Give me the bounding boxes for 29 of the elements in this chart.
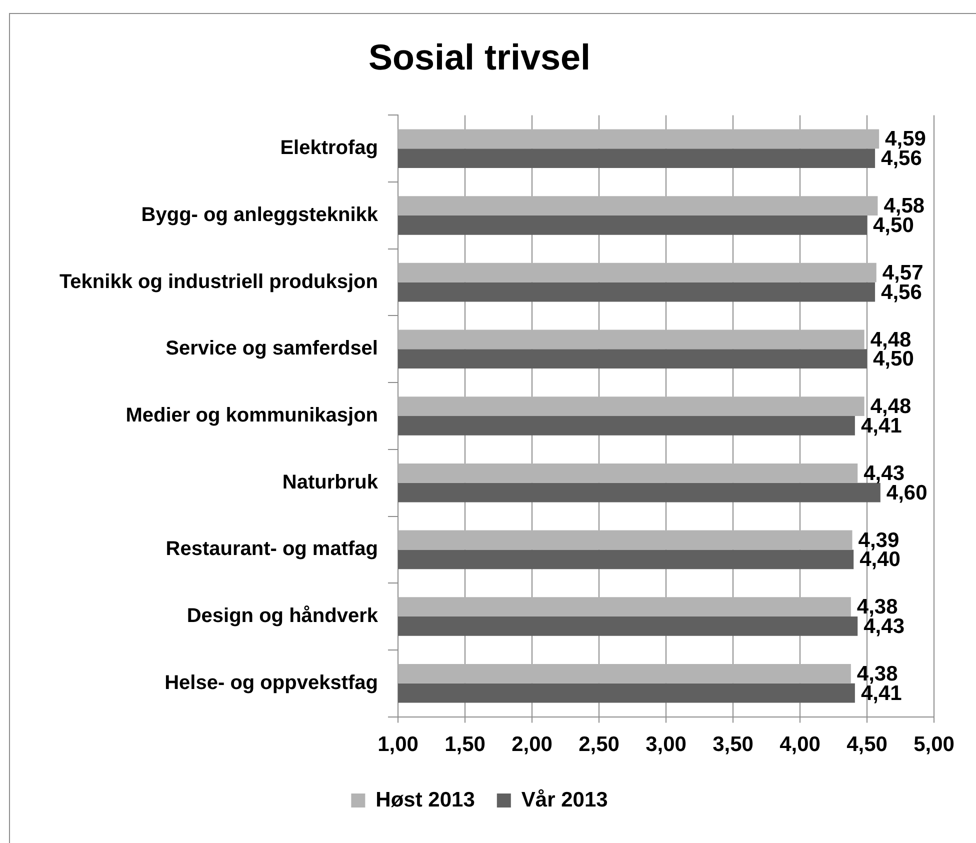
- x-tick-label: 1,00: [378, 733, 418, 756]
- data-label: 4,58: [884, 194, 925, 218]
- x-tick-label: 4,00: [780, 733, 820, 756]
- x-tick-label: 4,50: [846, 733, 888, 756]
- data-label: 4,48: [870, 328, 912, 352]
- legend-label: Høst 2013: [376, 788, 475, 812]
- x-tick-label: 2,00: [512, 733, 552, 756]
- y-tick-label: Elektrofag: [280, 137, 378, 160]
- x-tick-label: 3,50: [712, 733, 754, 756]
- y-tick-label: Bygg- og anleggsteknikk: [141, 204, 379, 226]
- y-tick-label: Teknikk og industriell produksjon: [59, 270, 378, 293]
- y-tick-label: Service og samferdsel: [166, 338, 378, 360]
- data-label: 4,48: [870, 395, 912, 418]
- x-tick-label: 1,50: [444, 733, 486, 756]
- chart-title: Sosial trivsel: [368, 36, 591, 78]
- y-tick-label: Design og håndverk: [186, 605, 379, 628]
- x-tick-label: 5,00: [914, 733, 954, 756]
- y-tick-label: Medier og kommunikasjon: [126, 404, 378, 427]
- data-label: 4,39: [858, 528, 900, 552]
- x-tick-label: 2,50: [578, 733, 620, 756]
- data-label: 4,59: [885, 128, 926, 151]
- y-tick-label: Naturbruk: [282, 471, 379, 494]
- y-tick-label: Helse- og oppvekstfag: [164, 672, 378, 694]
- data-label: 4,38: [856, 662, 898, 686]
- data-label: 4,57: [882, 261, 924, 284]
- legend-label: Vår 2013: [521, 788, 608, 812]
- y-tick-label: Restaurant- og matfag: [166, 538, 378, 560]
- data-label: 4,38: [856, 596, 898, 619]
- x-tick-label: 3,00: [646, 733, 686, 756]
